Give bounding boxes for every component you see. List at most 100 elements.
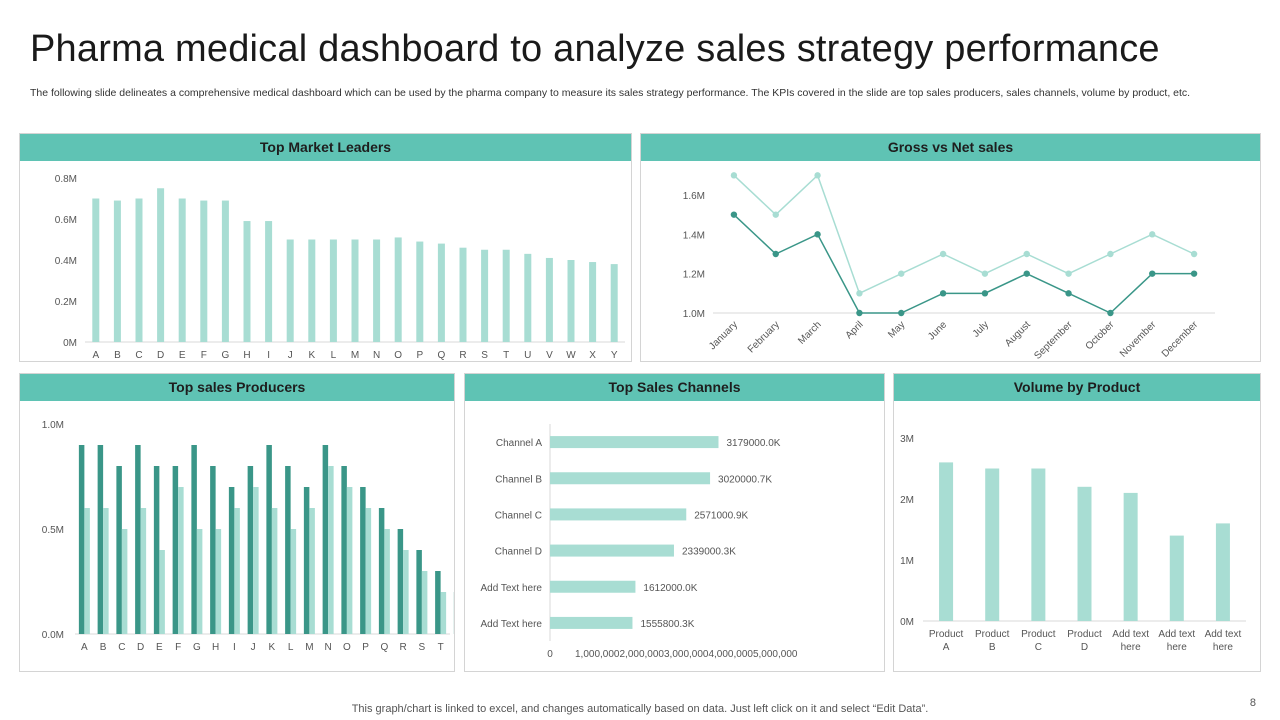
x-tick-label: J (288, 350, 293, 361)
bar (243, 221, 251, 342)
bar-series-2 (159, 550, 165, 634)
y-tick-label: 0.0M (42, 630, 64, 641)
x-tick-label: T (503, 350, 509, 361)
y-tick-label: 1.0M (42, 420, 64, 431)
y-tick-label: Add Text here (480, 619, 542, 630)
bar (550, 616, 633, 629)
volume-product-chart[interactable]: 0M 1M 2M 3M Product A Product B Product C Product D… (894, 401, 1260, 671)
data-point (730, 211, 738, 218)
x-tick-label: F (201, 350, 207, 361)
bar-series-1 (360, 487, 366, 634)
bar (481, 249, 489, 342)
bar-series-1 (435, 571, 441, 634)
bar (200, 200, 208, 342)
y-tick-label: Add Text here (480, 583, 542, 594)
x-tick-label: M (351, 350, 359, 361)
y-tick-label: Channel B (495, 474, 542, 485)
bar (550, 544, 674, 557)
y-tick-label: Channel A (496, 438, 542, 449)
y-tick-label: 1M (900, 556, 914, 567)
bar (394, 237, 402, 342)
x-tick-label: O (343, 642, 351, 653)
y-tick-label: 3M (900, 434, 914, 445)
y-tick-label: 1.0M (683, 309, 705, 320)
data-label: 2571000.9K (694, 510, 748, 521)
bar-series-1 (378, 508, 385, 634)
y-tick-label: 1.2M (683, 270, 705, 281)
x-tick-label: N (325, 642, 332, 653)
market-leaders-chart[interactable]: 0M 0.2M 0.4M 0.6M 0.8M A B C D E F G H I J K L M N O P Q R S T U V… (20, 161, 631, 361)
bar-series-1 (172, 466, 179, 634)
data-label: 3179000.0K (726, 438, 780, 449)
x-tick-label: March (796, 319, 823, 346)
x-tick-label: V (546, 350, 553, 361)
bar-series-2 (234, 508, 240, 634)
bar (329, 239, 337, 342)
sales-producers-title: Top sales Producers (20, 374, 454, 401)
y-tick-label: Channel C (495, 510, 542, 521)
bar-series-2 (215, 529, 222, 634)
x-tick-label: P (362, 642, 369, 653)
y-tick-label: 2M (900, 495, 914, 506)
y-tick-label: 1.6M (683, 191, 705, 202)
market-leaders-title: Top Market Leaders (20, 134, 631, 161)
y-tick-label: 1.4M (683, 230, 705, 241)
y-tick-label: 0.8M (55, 174, 77, 185)
x-tick-label: E (179, 350, 186, 361)
bar-series-1 (210, 466, 216, 634)
gross-net-chart[interactable]: 1.0M 1.2M 1.4M 1.6M January February March Apri… (641, 161, 1260, 361)
bar (286, 239, 294, 342)
bar-series-1 (153, 466, 160, 634)
bar (985, 468, 1000, 621)
x-tick-label: D (157, 350, 164, 361)
bar-series-2 (140, 508, 147, 634)
bar (221, 200, 229, 342)
bar (308, 239, 316, 342)
x-tick-label: Y (611, 350, 618, 361)
data-point (1023, 270, 1030, 277)
x-tick-label: N (373, 350, 380, 361)
x-tick-label: June (926, 319, 949, 342)
volume-product-panel: Volume by Product 0M 1M 2M 3M Product A Produc… (893, 373, 1261, 672)
bar (550, 508, 687, 521)
x-tick-label: October (1084, 319, 1117, 352)
x-tick-label: December (1160, 319, 1201, 360)
x-tick-label: January (707, 319, 740, 352)
x-tick-label: O (394, 350, 402, 361)
bar-series-2 (178, 487, 184, 634)
x-tick-label: C (118, 642, 125, 653)
bar (545, 257, 553, 342)
sales-channels-chart[interactable]: Channel A 3179000.0K Channel B 3020000.7K Ch… (465, 401, 884, 671)
x-tick-label: H (243, 350, 250, 361)
bar (550, 472, 711, 485)
bar (1169, 535, 1184, 621)
x-tick-label: Add text here (1112, 629, 1149, 653)
data-point (856, 309, 863, 317)
x-tick-label: G (193, 642, 201, 653)
x-tick-label: P (416, 350, 423, 361)
x-tick-label: L (288, 642, 294, 653)
bar (373, 239, 381, 342)
bar (459, 247, 467, 342)
x-tick-label: September (1032, 319, 1075, 361)
x-tick-label: I (233, 642, 236, 653)
bar-series-2 (384, 529, 390, 634)
footer-note: This graph/chart is linked to excel, and… (351, 703, 929, 715)
bar (939, 462, 954, 621)
bar-series-2 (271, 508, 278, 634)
x-tick-label: B (100, 642, 107, 653)
bar (265, 221, 273, 342)
bar (567, 260, 575, 342)
x-tick-label: R (459, 350, 466, 361)
sales-producers-chart[interactable]: 0.0M 0.5M 1.0M A B C D E F G H I J K L M N O P Q R S T (20, 401, 454, 671)
x-tick-label: J (251, 642, 256, 653)
data-point (981, 270, 989, 277)
bar (92, 198, 100, 342)
x-tick-label: May (886, 319, 907, 340)
x-tick-label: C (135, 350, 142, 361)
bar (550, 580, 636, 593)
bar (550, 436, 719, 449)
bar (524, 253, 532, 342)
bar-series-1 (341, 466, 347, 634)
x-tick-label: Product B (975, 629, 1010, 653)
